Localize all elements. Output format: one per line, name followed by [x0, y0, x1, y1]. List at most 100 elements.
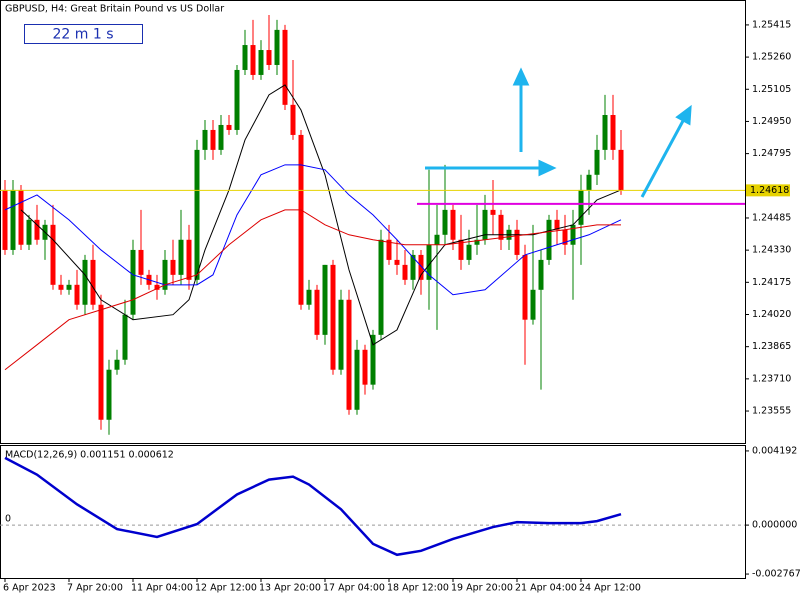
candle-body	[50, 224, 56, 285]
arrow-head	[675, 104, 692, 126]
y-tick-label: 1.25105	[752, 84, 791, 95]
moving-average	[20, 84, 622, 346]
candle-body	[338, 299, 344, 370]
y-tick-label: 1.24175	[752, 277, 791, 288]
candle-body	[258, 50, 264, 75]
candle-body	[138, 249, 144, 275]
candle-body	[130, 249, 136, 315]
x-tick-label: 7 Apr 20:00	[67, 583, 123, 594]
candle-body	[282, 29, 288, 105]
candle-body	[578, 189, 584, 225]
candle-body	[426, 244, 432, 280]
candle-body	[194, 149, 200, 280]
candle-body	[386, 239, 392, 260]
candle-body	[322, 264, 328, 335]
candle-body	[394, 259, 400, 265]
candle-body	[306, 289, 312, 305]
candle-body	[402, 264, 408, 280]
candle-body	[122, 314, 128, 360]
candle-body	[450, 209, 456, 240]
candle-body	[10, 189, 16, 250]
candle-body	[602, 115, 608, 150]
candle-body	[298, 134, 304, 305]
candle-body	[250, 45, 256, 75]
candle-body	[498, 214, 504, 240]
candle-body	[90, 259, 96, 305]
candle-body	[314, 289, 320, 335]
candle-body	[538, 259, 544, 290]
candle-body	[586, 174, 592, 190]
candle-body	[458, 239, 464, 260]
candle-body	[554, 219, 560, 230]
timer-box	[24, 24, 143, 44]
candle-body	[354, 349, 360, 410]
timer: 22 m 1 s	[52, 27, 113, 43]
y-tick-label: 1.25415	[752, 19, 791, 30]
candle-body	[594, 149, 600, 175]
moving-average	[4, 209, 621, 371]
candle-body	[202, 129, 208, 150]
candle-body	[362, 349, 368, 385]
y-tick-label: 1.25260	[752, 52, 791, 63]
x-tick-label: 21 Apr 04:00	[515, 583, 577, 594]
candle-body	[242, 45, 248, 70]
macd-title: MACD(12,26,9) 0.001151 0.000612	[5, 450, 174, 461]
x-tick-label: 13 Apr 20:00	[259, 583, 321, 594]
candle-body	[418, 254, 424, 280]
candle-body	[26, 219, 32, 245]
x-tick-label: 18 Apr 12:00	[387, 583, 449, 594]
candle-body	[58, 284, 64, 290]
y-tick-label: 1.24020	[752, 309, 791, 320]
candle-body	[2, 189, 8, 250]
y-tick-label: 1.23555	[752, 406, 791, 417]
candle-body	[562, 229, 568, 245]
candle-body	[226, 124, 232, 130]
plot-layer: 1.25415 1.25260 1.25105 1.24950 1.24795 1.244…	[0, 14, 800, 594]
candle-body	[98, 304, 104, 420]
candle-body	[570, 224, 576, 245]
y-tick-label: 1.24485	[752, 212, 791, 223]
y-tick-label: 1.24330	[752, 245, 791, 256]
y-tick-label: 1.23710	[752, 373, 791, 384]
candle-body	[106, 369, 112, 420]
x-tick-label: 19 Apr 20:00	[451, 583, 513, 594]
candle-body	[618, 149, 624, 191]
level-label: 0	[5, 514, 11, 525]
candle-body	[218, 124, 224, 150]
last-price-label: 1.24618	[750, 185, 789, 196]
candle-body	[114, 359, 120, 370]
candle-body	[82, 259, 88, 305]
candle-body	[274, 29, 280, 65]
candle-body	[410, 254, 416, 280]
price-pane	[0, 0, 746, 444]
x-tick-label: 12 Apr 12:00	[195, 583, 257, 594]
x-tick-label: 11 Apr 04:00	[131, 583, 193, 594]
candle-body	[34, 219, 40, 240]
candle-body	[154, 284, 160, 290]
last-price-box	[746, 184, 790, 197]
candle-body	[474, 239, 480, 245]
candle-body	[482, 209, 488, 240]
moving-average	[4, 164, 622, 296]
candle-body	[370, 334, 376, 385]
candle-body	[490, 209, 496, 215]
candle-body	[466, 244, 472, 260]
candle-body	[530, 289, 536, 320]
chart-title: GBPUSD, H4: Great Britain Pound vs US Do…	[5, 4, 224, 15]
macd-line	[4, 456, 622, 557]
candle-body	[18, 189, 24, 245]
arrow-head	[538, 159, 557, 177]
x-tick-label: 17 Apr 04:00	[323, 583, 385, 594]
candle-body	[186, 239, 192, 280]
candle-body	[546, 219, 552, 260]
candle-body	[442, 209, 448, 235]
candle-body	[210, 129, 216, 150]
x-tick-label: 6 Apr 2023	[3, 583, 56, 594]
arrow-diagonal	[640, 118, 686, 198]
candle-body	[346, 299, 352, 410]
candle-body	[610, 115, 616, 150]
candle-body	[434, 234, 440, 245]
y-tick-label: 1.24950	[752, 116, 791, 127]
